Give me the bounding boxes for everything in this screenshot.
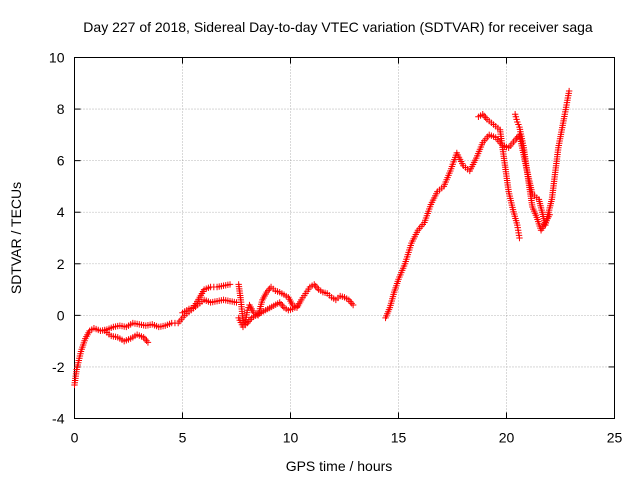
data-point <box>143 337 150 344</box>
x-tick-label: 20 <box>499 430 515 446</box>
data-point <box>293 303 301 310</box>
y-tick-label: 0 <box>57 307 65 323</box>
x-tick-label: 15 <box>391 430 407 446</box>
y-tick-label: -2 <box>52 359 65 375</box>
data-point <box>226 281 234 288</box>
data-point <box>144 339 152 346</box>
x-axis-label: GPS time / hours <box>286 458 393 474</box>
chart-title: Day 227 of 2018, Sidereal Day-to-day VTE… <box>83 19 593 35</box>
y-tick-label: 4 <box>57 204 65 220</box>
data-point <box>480 112 488 120</box>
y-axis-label: SDTVAR / TECUs <box>8 182 24 294</box>
x-tick-label: 10 <box>283 430 299 446</box>
x-tick-label: 25 <box>607 430 623 446</box>
data-points <box>71 87 573 389</box>
x-tick-label: 0 <box>71 430 79 446</box>
axis-ticks: 0 5 10 15 20 25 -4 -2 0 2 4 6 8 10 <box>49 50 623 446</box>
data-point <box>565 87 573 95</box>
y-tick-label: 6 <box>57 153 65 169</box>
data-point <box>349 301 357 309</box>
x-tick-label: 5 <box>179 430 187 446</box>
plot-frame <box>74 57 615 419</box>
data-point <box>348 300 355 307</box>
data-point <box>516 234 523 242</box>
data-point <box>347 298 354 305</box>
y-tick-label: 2 <box>57 256 65 272</box>
y-tick-label: 10 <box>49 50 65 66</box>
grid-lines <box>74 57 615 419</box>
y-tick-label: 8 <box>57 101 65 117</box>
data-point <box>312 282 319 290</box>
y-tick-label: -4 <box>52 411 65 427</box>
data-point <box>277 300 285 308</box>
data-point <box>546 211 553 218</box>
